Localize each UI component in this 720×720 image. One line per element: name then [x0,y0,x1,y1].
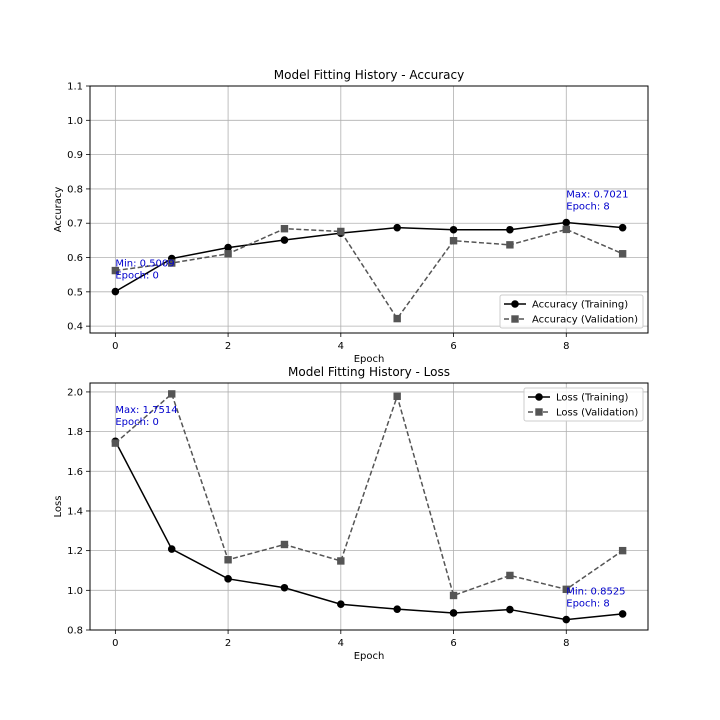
data-point [280,583,289,592]
x-tick-label: 2 [225,341,231,352]
series-line-0 [114,440,623,621]
data-point [111,439,120,447]
data-point [280,540,289,549]
y-tick-label: 1.2 [67,546,83,557]
legend-label: Loss (Validation) [556,408,638,419]
chart-title: Model Fitting History - Loss [288,365,450,379]
x-tick-label: 6 [450,638,456,649]
y-tick-label: 0.4 [67,322,83,333]
y-tick-label: 0.5 [67,287,83,298]
series-line-1 [115,227,623,320]
annotation-line1: Min: 0.5009 [115,259,174,270]
y-axis-label: Accuracy [53,187,64,233]
data-point [506,571,514,580]
x-tick-label: 2 [225,638,231,649]
chart-title: Model Fitting History - Accuracy [274,68,464,82]
data-point [506,605,514,614]
data-point [618,250,627,258]
y-tick-label: 1.1 [67,82,83,93]
x-tick-label: 8 [563,341,569,352]
y-tick-label: 2.0 [67,387,83,398]
y-tick-label: 0.8 [67,626,83,637]
data-point [393,223,401,232]
data-point [167,545,176,553]
annotation-line1: Max: 1.7514 [115,405,177,416]
x-axis-label: Epoch [354,651,385,662]
y-tick-label: 1.8 [67,427,83,438]
data-point [224,556,232,564]
data-point [562,218,571,227]
data-point [449,591,458,600]
y-tick-label: 0.6 [67,253,83,264]
x-tick-label: 4 [338,341,344,352]
data-point [393,605,401,613]
data-point [337,557,345,565]
data-point [393,314,401,323]
x-tick-label: 8 [563,638,569,649]
y-tick-label: 1.0 [67,116,83,127]
y-tick-label: 0.7 [67,219,83,230]
data-point [506,241,514,249]
data-point [618,546,627,555]
y-tick-label: 1.6 [67,467,83,478]
data-point [111,266,120,275]
x-tick-label: 0 [112,341,118,352]
data-point [337,600,345,609]
y-tick-label: 1.0 [67,586,83,597]
legend-marker [535,408,543,416]
legend-marker [511,315,519,323]
legend-marker [511,300,519,308]
data-point [168,390,176,398]
legend-box [499,294,644,329]
y-tick-label: 1.4 [67,506,83,517]
data-point [393,392,401,400]
annotation-line2: Epoch: 8 [566,599,610,610]
data-point [618,223,627,232]
data-point [506,225,514,234]
plot-frame [89,85,649,334]
data-point [224,243,232,252]
legend-label: Loss (Training) [556,393,628,404]
x-tick-label: 4 [338,638,344,649]
data-point [449,225,458,234]
series-line-0 [114,221,623,293]
legend-label: Accuracy (Training) [532,300,628,311]
legend-marker [535,393,543,401]
plot-frame [89,382,649,631]
annotation-line2: Epoch: 0 [115,271,159,282]
y-axis-label: Loss [53,496,64,518]
data-point [168,259,176,267]
x-tick-label: 6 [450,341,456,352]
annotation-line2: Epoch: 8 [566,202,610,213]
y-tick-label: 0.9 [67,150,83,161]
data-point [280,236,289,244]
series-line-1 [114,392,624,597]
legend-box [523,387,644,422]
data-point [111,287,120,296]
legend-label: Accuracy (Validation) [532,315,638,326]
data-point [562,585,570,594]
annotation-line1: Min: 0.8525 [566,587,625,598]
data-point [562,615,571,624]
data-point [224,575,232,583]
annotation-line2: Epoch: 0 [115,417,159,428]
annotation-line1: Max: 0.7021 [566,190,628,201]
data-point [449,237,458,245]
x-tick-label: 0 [112,638,118,649]
data-point [449,609,458,617]
data-point [224,250,232,258]
data-point [280,225,289,233]
data-point [618,610,627,618]
x-axis-label: Epoch [354,354,385,365]
data-point [562,225,570,234]
data-point [337,227,345,236]
y-tick-label: 0.8 [67,184,83,195]
